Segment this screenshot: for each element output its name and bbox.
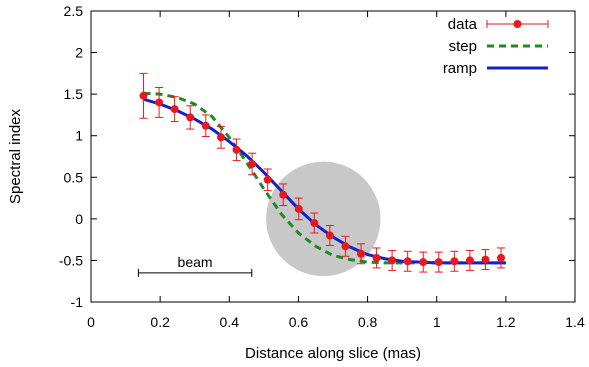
y-tick-label: 1 [75, 128, 83, 144]
x-tick-label: 1 [433, 314, 441, 330]
data-point [434, 258, 443, 267]
x-tick-label: 1.2 [496, 314, 516, 330]
x-tick-label: 0.6 [289, 314, 309, 330]
data-point [279, 190, 288, 199]
legend-label-step: step [449, 38, 477, 55]
data-point [372, 253, 381, 262]
y-tick-label: 1.5 [64, 86, 84, 102]
data-point [248, 159, 257, 168]
data-point [388, 256, 397, 265]
x-tick-label: 0.4 [220, 314, 240, 330]
data-point [325, 231, 334, 240]
legend-label-data: data [448, 16, 478, 33]
data-point [341, 242, 350, 251]
y-tick-label: 2 [75, 45, 83, 61]
data-point [294, 204, 303, 213]
data-point [232, 145, 241, 154]
data-point [263, 175, 272, 184]
data-point [186, 113, 195, 122]
x-tick-label: 0.8 [358, 314, 378, 330]
data-point [450, 257, 459, 266]
beam-annotation: beam [137, 254, 253, 277]
data-point [497, 253, 506, 262]
beam-circle [266, 161, 381, 277]
legend-label-ramp: ramp [443, 60, 477, 77]
data-point [310, 219, 319, 228]
x-axis: 0 0.2 0.4 0.6 0.8 1 1.2 1.4 [87, 11, 585, 330]
y-tick-label: 0 [75, 211, 83, 227]
data-point [481, 255, 490, 264]
axis-titles: Distance along slice (mas) Spectral index [7, 108, 421, 362]
x-tick-label: 1.4 [565, 314, 585, 330]
data-point [465, 256, 474, 265]
y-axis: -1 -0.5 0 0.5 1 1.5 2 2.5 [59, 3, 575, 310]
legend: data step ramp [443, 16, 549, 77]
x-tick-label: 0.2 [150, 314, 170, 330]
y-tick-label: -0.5 [59, 252, 83, 268]
x-axis-title: Distance along slice (mas) [245, 345, 421, 362]
data-point [155, 98, 164, 107]
y-tick-label: 0.5 [64, 169, 84, 185]
y-axis-title: Spectral index [7, 108, 24, 204]
legend-swatch-data-point [513, 20, 522, 28]
beam-label: beam [178, 254, 213, 270]
data-point [201, 121, 210, 130]
data-point [357, 249, 366, 258]
y-tick-label: -1 [71, 294, 84, 310]
data-point [139, 91, 148, 100]
data-point [403, 257, 412, 266]
plot-frame [90, 10, 576, 303]
x-tick-label: 0 [87, 314, 95, 330]
data-point [419, 258, 428, 267]
plot-border [90, 10, 576, 303]
data-point [216, 133, 225, 142]
series-data [139, 72, 506, 273]
y-tick-label: 2.5 [64, 3, 84, 19]
data-point [170, 105, 179, 114]
beam-circle-layer [266, 161, 381, 277]
